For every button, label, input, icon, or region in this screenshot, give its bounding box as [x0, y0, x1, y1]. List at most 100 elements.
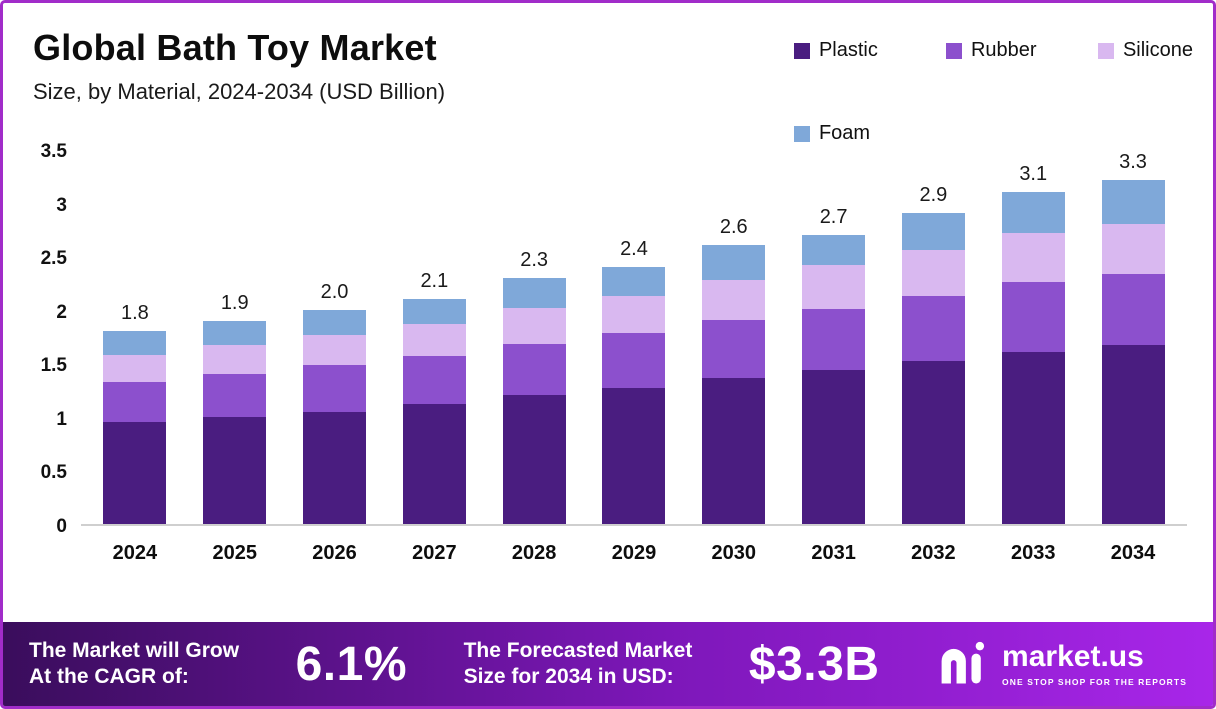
segment-plastic [402, 404, 466, 524]
segment-foam [303, 309, 367, 336]
segment-plastic [103, 422, 167, 524]
segment-plastic [1101, 344, 1165, 524]
bar-total-label: 2.9 [919, 184, 948, 207]
segment-foam [901, 213, 965, 250]
bar-total-label: 2.3 [520, 248, 549, 271]
segment-foam [802, 234, 866, 265]
segment-foam [203, 320, 267, 346]
x-axis-label: 2028 [511, 542, 557, 564]
segment-silicone [1001, 232, 1065, 282]
foam-swatch-icon [793, 125, 810, 142]
x-axis-label: 2030 [711, 542, 757, 564]
y-axis-tick: 0 [56, 516, 67, 537]
bar-total-label: 1.9 [220, 291, 249, 314]
bar-total-label: 2.6 [719, 216, 748, 239]
segment-plastic [203, 416, 267, 524]
segment-rubber [303, 365, 367, 412]
logo-text-wrap: market.us ONE STOP SHOP FOR THE REPORTS [1002, 639, 1187, 687]
y-axis-tick: 2.5 [40, 248, 67, 270]
segment-plastic [303, 411, 367, 524]
legend-label: Foam [818, 122, 871, 144]
x-axis-label: 2025 [212, 542, 257, 564]
forecast-value: $3.3B [748, 637, 880, 691]
plot-area: 1.8 1.9 2.0 2.1 2.3 2.4 2.6 2.7 2.9 3.1 3.3 2024 20… [81, 151, 1187, 565]
segment-plastic [502, 395, 566, 524]
legend-label: Silicone [1122, 39, 1193, 61]
segment-silicone [303, 335, 367, 366]
segment-foam [602, 266, 666, 296]
bar-2034: 3.3 [1083, 151, 1183, 524]
logo-tagline: ONE STOP SHOP FOR THE REPORTS [1002, 676, 1187, 687]
segment-silicone [203, 345, 267, 375]
legend-label: Rubber [970, 39, 1037, 61]
plastic-swatch-icon [793, 42, 810, 59]
segment-rubber [1101, 273, 1165, 345]
segment-plastic [702, 378, 766, 524]
bar-2033: 3.1 [983, 151, 1083, 524]
segment-plastic [802, 369, 866, 524]
x-axis-label: 2031 [811, 542, 856, 564]
y-axis-tick: 1 [56, 408, 67, 430]
legend: Plastic Rubber Silicone Foam [793, 39, 1193, 145]
bar-2025: 1.9 [185, 151, 285, 524]
legend-item-plastic: Plastic [793, 39, 946, 62]
forecast-label: The Forecasted Market Size for 2034 in U… [463, 638, 693, 688]
logo-text: market.us [1002, 639, 1144, 673]
segment-plastic [602, 387, 666, 524]
segment-plastic [1001, 351, 1065, 524]
segment-silicone [702, 279, 766, 321]
segment-rubber [402, 355, 466, 404]
x-axis-label: 2032 [911, 542, 956, 564]
rubber-swatch-icon [945, 42, 962, 59]
x-axis-label: 2034 [1110, 542, 1156, 564]
segment-rubber [802, 308, 866, 370]
segment-silicone [502, 307, 566, 345]
segment-rubber [602, 333, 666, 388]
segment-foam [1001, 191, 1065, 233]
cagr-value: 6.1% [295, 637, 408, 691]
bar-2026: 2.0 [285, 151, 385, 524]
y-axis-tick: 0.5 [40, 462, 67, 484]
segment-foam [1101, 180, 1165, 224]
legend-label: Plastic [818, 39, 878, 61]
segment-foam [502, 277, 566, 308]
marketus-logo[interactable]: market.us ONE STOP SHOP FOR THE REPORTS [936, 640, 1187, 689]
marketus-logo-icon [936, 640, 992, 689]
segment-silicone [602, 295, 666, 334]
segment-silicone [402, 323, 466, 356]
bar-total-label: 2.4 [620, 237, 648, 260]
x-axis-label: 2024 [112, 542, 158, 564]
bar-2027: 2.1 [384, 151, 484, 524]
bar-2032: 2.9 [884, 151, 984, 524]
bar-total-label: 1.8 [121, 302, 149, 325]
x-axis: 2024 2025 2026 2027 2028 2029 2030 2031 2032 2033… [81, 542, 1187, 565]
segment-rubber [203, 374, 267, 417]
footer-banner: The Market will Grow At the CAGR of: 6.1… [3, 622, 1213, 706]
bar-total-label: 3.1 [1019, 162, 1048, 185]
legend-item-foam: Foam [793, 122, 946, 145]
stacked-bar-chart: 0 0.5 1 1.5 2 2.5 3 3.5 1.8 1.9 2.0 2.1 2.3 2.4 2.6 2.… [3, 141, 1187, 565]
bar-total-label: 2.1 [420, 270, 449, 293]
y-axis-tick: 1.5 [40, 355, 67, 377]
x-axis-label: 2029 [611, 542, 657, 564]
page-subtitle: Size, by Material, 2024-2034 (USD Billio… [33, 79, 446, 104]
segment-foam [402, 299, 466, 324]
bar-total-label: 2.0 [320, 280, 349, 303]
silicone-swatch-icon [1097, 42, 1114, 59]
legend-item-silicone: Silicone [1097, 39, 1193, 62]
bar-2030: 2.6 [684, 151, 784, 524]
header: Global Bath Toy Market Size, by Material… [3, 3, 1213, 105]
y-axis-tick: 3.5 [40, 141, 67, 162]
y-axis-tick: 3 [56, 194, 67, 216]
segment-silicone [103, 354, 167, 382]
segment-silicone [802, 264, 866, 309]
bar-total-label: 3.3 [1119, 151, 1147, 173]
x-axis-label: 2033 [1010, 542, 1056, 564]
segment-foam [702, 245, 766, 280]
x-axis-label: 2027 [412, 542, 457, 564]
legend-item-rubber: Rubber [945, 39, 1098, 62]
bar-2028: 2.3 [484, 151, 584, 524]
segment-silicone [1101, 223, 1165, 274]
segment-silicone [901, 249, 965, 296]
